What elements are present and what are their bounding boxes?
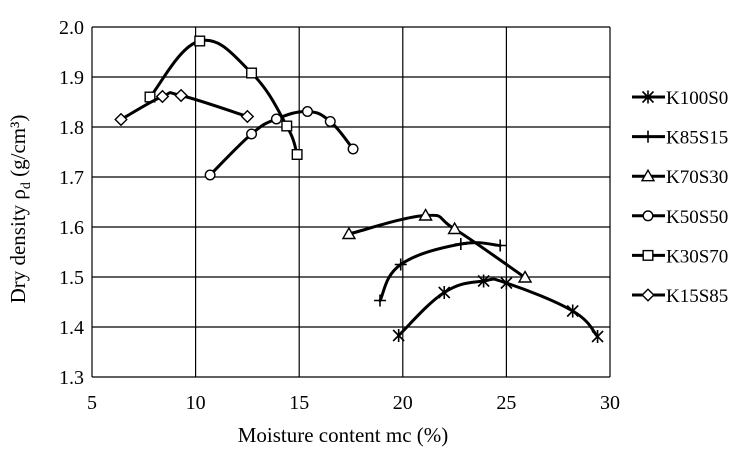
x-axis-ticks: 5 10 15 20 25 30 (87, 392, 620, 414)
plot-area-frame (91, 27, 611, 377)
x-tick-label: 5 (87, 392, 97, 414)
legend: K100S0 K85S15 K70S30 K50S50 K30S70 K15S85 (632, 88, 728, 307)
series-k85s15 (374, 238, 507, 307)
legend-item-k100s0: K100S0 (632, 88, 728, 109)
series-line-k70s30 (347, 213, 527, 279)
data-point-k100s0 (591, 330, 604, 343)
data-point-k30s70 (194, 35, 206, 47)
y-tick-label: 1.6 (59, 217, 84, 239)
legend-marker-k70s30 (640, 168, 656, 182)
data-point-k100s0 (566, 304, 579, 318)
data-point-k100s0 (438, 286, 451, 299)
x-tick-label: 20 (393, 392, 413, 414)
data-point-k85s15 (394, 258, 407, 271)
data-point-k15s85 (174, 88, 188, 103)
data-point-k50s50 (270, 113, 282, 125)
data-point-k50s50 (301, 105, 313, 117)
legend-item-k15s85: K15S85 (632, 286, 728, 307)
series-k50s50 (204, 105, 359, 181)
data-point-k30s70 (246, 67, 258, 79)
legend-marker-k85s15 (642, 130, 654, 143)
data-point-k15s85 (155, 89, 170, 104)
legend-label: K15S85 (666, 286, 728, 307)
data-point-k100s0 (477, 274, 490, 288)
legend-label: K85S15 (666, 128, 728, 149)
legend-marker-k50s50 (642, 210, 654, 222)
series-k15s85 (114, 88, 255, 127)
data-point-k70s30 (447, 221, 462, 235)
y-tick-label: 1.4 (59, 317, 84, 339)
data-point-k100s0 (500, 276, 513, 290)
x-axis-title: Moisture content mc (%) (238, 423, 449, 447)
x-tick-label: 30 (600, 392, 620, 414)
legend-label: K100S0 (666, 88, 728, 109)
legend-marker-k100s0 (641, 90, 655, 104)
legend-item-k30s70: K30S70 (632, 246, 728, 267)
data-point-k70s30 (517, 270, 533, 283)
x-tick-label: 10 (186, 392, 206, 414)
gridlines (92, 26, 610, 378)
data-point-k50s50 (324, 115, 336, 127)
series-k100s0 (392, 274, 604, 343)
data-point-k85s15 (494, 239, 507, 252)
data-point-k30s70 (281, 120, 293, 132)
data-point-k70s30 (418, 208, 433, 221)
series-k70s30 (341, 208, 533, 283)
y-tick-label: 2.0 (59, 17, 84, 39)
legend-label: K30S70 (666, 246, 728, 267)
y-tick-label: 1.8 (59, 117, 84, 139)
data-point-k85s15 (374, 294, 387, 307)
data-point-k15s85 (114, 112, 128, 127)
y-axis-title: Dry density ρd (g/cm³) (6, 115, 34, 304)
series-line-k85s15 (378, 241, 502, 302)
data-point-k100s0 (392, 329, 405, 342)
x-tick-label: 15 (289, 392, 309, 414)
y-tick-label: 1.3 (59, 367, 84, 389)
series-k30s70 (144, 35, 303, 160)
legend-marker-k15s85 (641, 288, 655, 302)
legend-item-k85s15: K85S15 (632, 128, 728, 149)
data-point-k30s70 (291, 148, 303, 160)
series-layer (114, 35, 604, 343)
data-point-k50s50 (347, 143, 359, 155)
y-tick-label: 1.7 (59, 167, 84, 189)
series-line-k15s85 (119, 91, 249, 121)
legend-item-k50s50: K50S50 (632, 207, 728, 228)
x-tick-label: 25 (496, 392, 516, 414)
y-axis-title-main: Dry density ρ (6, 189, 30, 303)
data-point-k70s30 (341, 226, 357, 240)
y-tick-label: 1.9 (59, 67, 84, 89)
legend-item-k70s30: K70S30 (632, 167, 728, 188)
data-point-k15s85 (240, 109, 255, 124)
legend-label: K70S30 (666, 167, 728, 188)
legend-label: K50S50 (666, 207, 728, 228)
y-tick-label: 1.5 (59, 267, 84, 289)
data-point-k50s50 (246, 128, 258, 140)
y-axis-ticks: 1.3 1.4 1.5 1.6 1.7 1.8 1.9 2.0 (59, 17, 84, 389)
legend-marker-k30s70 (642, 249, 654, 261)
y-axis-title-subscript: d (19, 182, 34, 189)
y-axis-title-unit: (g/cm³) (6, 115, 30, 183)
data-point-k50s50 (204, 169, 216, 181)
data-point-k85s15 (454, 238, 467, 250)
